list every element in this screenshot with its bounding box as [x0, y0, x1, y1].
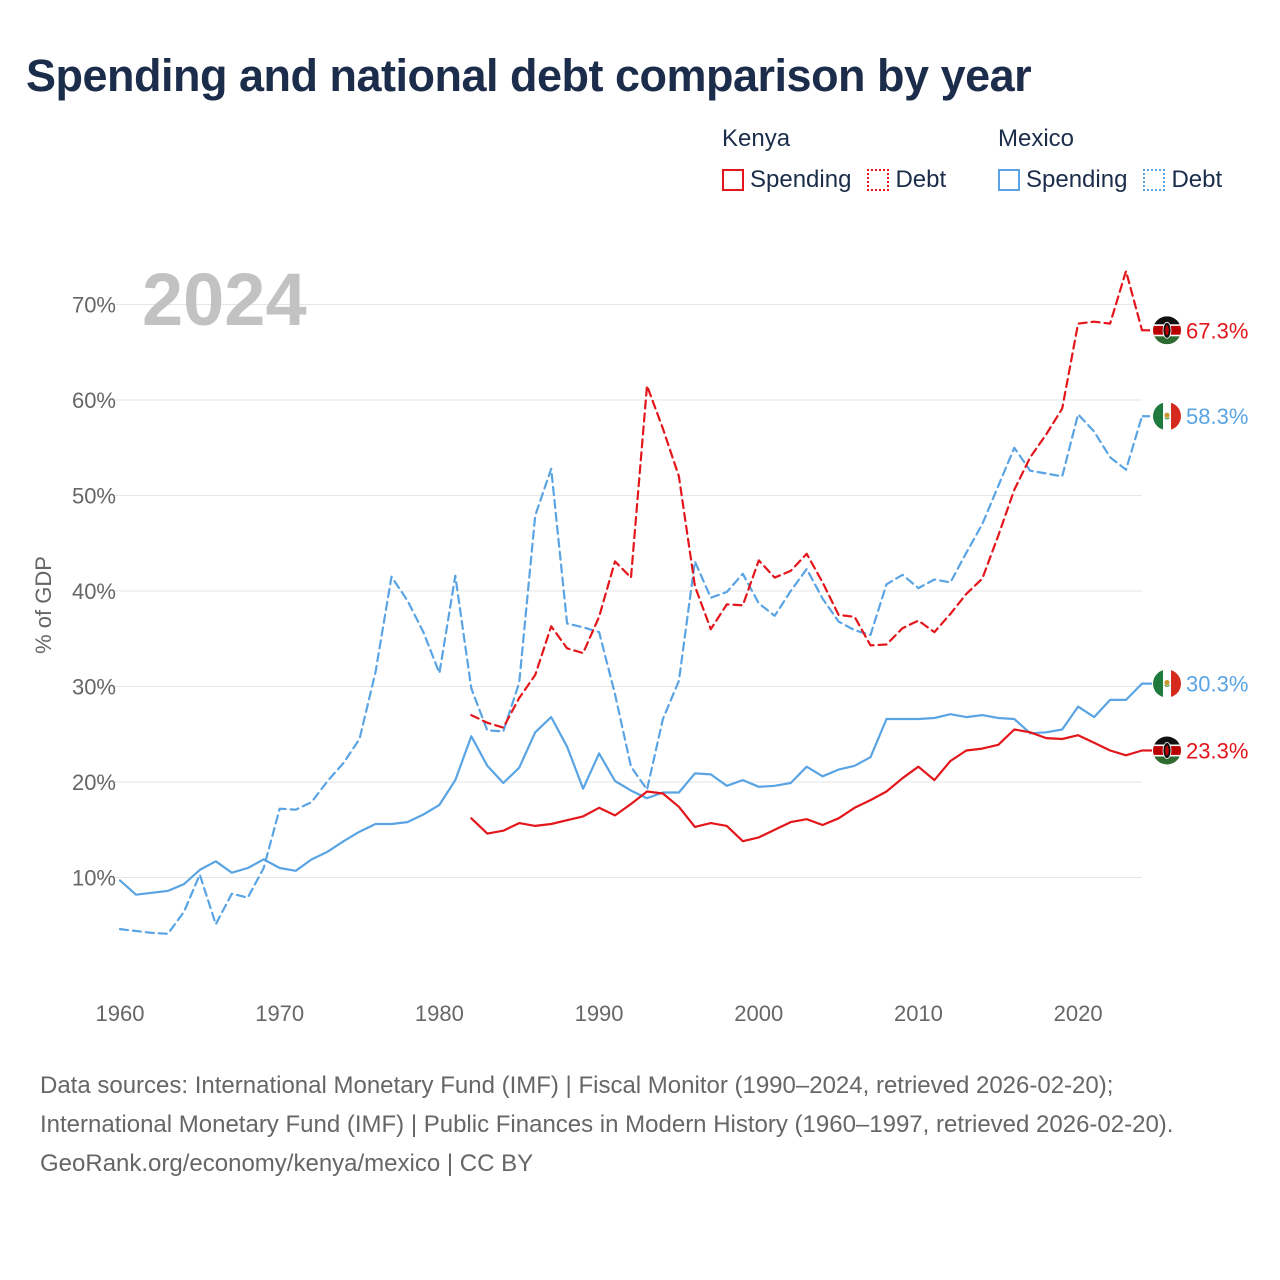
y-tick-label: 30% — [72, 675, 116, 700]
x-tick-label: 1980 — [415, 1001, 464, 1026]
legend-mexico-debt[interactable]: Debt — [1143, 166, 1222, 194]
legend-kenya-spending-label: Spending — [750, 166, 852, 193]
mexico-debt-line[interactable] — [118, 413, 1144, 935]
x-axis-ticks: 1960 1970 1980 1990 2000 2010 2020 — [96, 1001, 1103, 1026]
y-tick-label: 70% — [72, 293, 116, 318]
x-tick-label: 2020 — [1054, 1001, 1103, 1026]
legend-kenya: Kenya Spending Debt — [722, 124, 962, 194]
end-value-label: 23.3% — [1186, 738, 1248, 763]
footer: Data sources: International Monetary Fun… — [40, 1066, 1240, 1183]
data-sources: Data sources: International Monetary Fun… — [40, 1072, 1174, 1138]
kenya-spending-line[interactable] — [470, 728, 1144, 843]
mexico-flag-icon — [1153, 402, 1181, 431]
attribution: GeoRank.org/economy/kenya/mexico | CC BY — [40, 1150, 534, 1177]
legend-kenya-spending[interactable]: Spending — [722, 166, 851, 194]
mexico-debt-end: 58.3% — [1142, 402, 1248, 431]
series-lines — [118, 270, 1144, 935]
page-title: Spending and national debt comparison by… — [26, 50, 1032, 101]
x-tick-label: 1990 — [575, 1001, 624, 1026]
kenya-flag-icon — [1153, 736, 1181, 765]
legend-mexico-spending-swatch — [998, 169, 1020, 191]
end-value-label: 58.3% — [1186, 404, 1248, 429]
y-tick-label: 10% — [72, 866, 116, 891]
legend-mexico-name: Mexico — [998, 125, 1075, 152]
mexico-flag-icon — [1153, 669, 1181, 698]
legend-mexico-spending-label: Spending — [1026, 166, 1128, 193]
kenya-flag-icon — [1153, 316, 1181, 345]
x-tick-label: 1960 — [96, 1001, 145, 1026]
y-axis-label: % of GDP — [31, 556, 56, 654]
y-tick-label: 50% — [72, 484, 116, 509]
x-tick-label: 1970 — [255, 1001, 304, 1026]
legend-mexico-debt-swatch — [1143, 169, 1166, 191]
end-value-label: 67.3% — [1186, 318, 1248, 343]
year-watermark: 2024 — [142, 258, 307, 341]
grid-lines — [112, 304, 1142, 878]
mexico-spending-line[interactable] — [118, 682, 1144, 896]
legend-mexico-spending[interactable]: Spending — [998, 166, 1127, 194]
legend-kenya-debt[interactable]: Debt — [867, 166, 946, 194]
y-tick-label: 20% — [72, 770, 116, 795]
legend-kenya-spending-swatch — [722, 169, 744, 191]
x-tick-label: 2000 — [734, 1001, 783, 1026]
y-tick-label: 60% — [72, 388, 116, 413]
kenya-debt-end: 67.3% — [1142, 316, 1248, 345]
mexico-spending-end: 30.3% — [1142, 669, 1248, 698]
legend-kenya-debt-swatch — [867, 169, 890, 191]
legend-kenya-debt-label: Debt — [895, 166, 947, 193]
legend-kenya-name: Kenya — [722, 125, 791, 152]
kenya-debt-line[interactable] — [470, 270, 1144, 729]
kenya-spending-end: 23.3% — [1142, 736, 1248, 765]
line-chart: 2024 10%20%30%40%50%60%70% 1960 1970 1980 1… — [31, 258, 1248, 1026]
legend-mexico-debt-label: Debt — [1171, 166, 1223, 193]
y-axis-ticks: 10% 20% 30% 40% 50% 60% 70% — [72, 293, 116, 891]
legend-mexico: Mexico Spending Debt — [998, 124, 1238, 194]
end-value-label: 30.3% — [1186, 672, 1248, 697]
x-tick-label: 2010 — [894, 1001, 943, 1026]
end-labels: 58.3% 67.3% 30.3% 23.3% — [1142, 316, 1248, 765]
y-tick-label: 40% — [72, 579, 116, 604]
